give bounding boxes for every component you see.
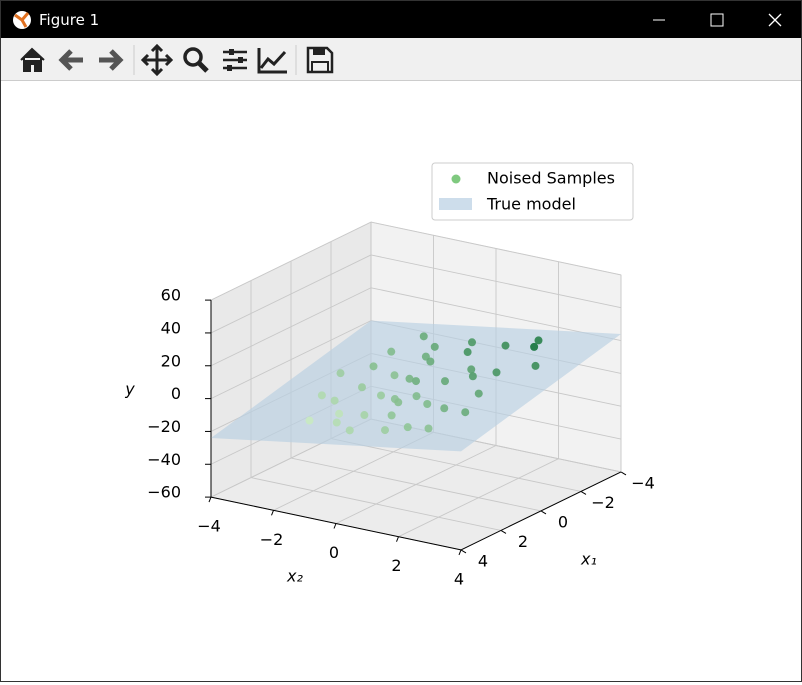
data-point [530,342,539,351]
x1-tick-label: 2 [518,532,528,551]
data-point [412,377,420,386]
x2-tick-label: 4 [454,569,464,588]
window-title: Figure 1 [39,10,100,29]
z-tick-label: 40 [161,318,181,337]
data-point [467,365,476,374]
data-point [441,377,449,386]
data-point [403,423,412,432]
data-point [387,411,396,420]
data-point [330,396,339,405]
data-point [501,341,510,350]
data-point [387,347,396,356]
title-bar: Figure 1 [1,1,801,38]
z-axis-label: y [124,380,135,399]
toolbar [1,38,801,81]
chart: y x₂ x₁ −4−2024−4−2024−60−40−200204060No… [124,162,655,588]
data-point [440,404,449,413]
x2-tick-label: 0 [329,543,339,562]
data-point [377,391,385,400]
data-point [468,338,476,347]
z-tick-label: 20 [161,351,181,370]
data-point [390,371,399,380]
data-point [345,426,354,435]
data-point [317,391,326,400]
grid-line [210,287,372,367]
data-point [305,416,314,425]
data-point [424,424,433,433]
grid-line [370,254,622,309]
x1-tick-label: −2 [591,493,615,512]
tick-mark [458,549,462,556]
data-point [430,342,439,351]
data-point [405,374,414,383]
legend-label: True model [486,195,576,214]
axis-line [210,496,462,551]
tick-mark [500,529,507,534]
tick-mark [271,510,274,516]
data-point [358,383,366,392]
z-tick-label: −60 [147,483,181,502]
data-point [474,389,483,398]
z-tick-label: −20 [147,417,181,436]
data-point [412,392,421,401]
toolbar-icons[interactable] [1,38,361,80]
x2-axis-label: x₂ [286,567,303,586]
data-point [423,399,432,408]
legend-marker [439,198,472,210]
z-tick-label: −40 [147,450,181,469]
data-point [463,348,472,357]
window-controls[interactable] [631,1,801,38]
grid-line [370,287,622,342]
grid-line [210,320,372,400]
data-point [421,352,430,361]
x1-tick-label: 0 [558,512,568,531]
grid-line [210,221,372,301]
axis-line [460,471,622,551]
x2-tick-label: −4 [197,517,221,536]
x1-tick-label: 4 [478,551,488,570]
grid-line [210,254,372,334]
data-point [468,372,477,381]
data-point [336,369,345,378]
data-point [335,409,344,418]
z-tick-label: 0 [171,384,181,403]
tick-mark [208,496,212,503]
data-point [360,411,369,420]
data-point [531,361,540,370]
tick-mark [333,523,337,529]
data-point [332,418,341,427]
data-point [419,332,428,341]
data-point [381,426,389,435]
z-tick-label: 60 [161,286,181,305]
legend-label: Noised Samples [487,169,615,188]
x1-axis-label: x₁ [580,550,597,569]
tick-mark [580,490,587,495]
data-point [534,336,543,345]
grid-line [370,221,622,276]
x2-tick-label: −2 [260,530,284,549]
x2-tick-label: 2 [391,556,401,575]
tick-mark [396,536,399,542]
data-point [390,395,399,404]
data-point [461,408,470,417]
tick-mark [540,510,547,515]
data-point [369,362,378,371]
tick-mark [460,549,467,554]
grid-line [335,445,497,524]
tick-mark [620,471,627,476]
grid-line [398,458,559,538]
legend [431,162,634,221]
app-icon [13,10,31,29]
data-point [492,368,501,377]
legend-marker [451,174,461,184]
x1-tick-label: −4 [631,473,655,492]
surface [211,320,621,452]
